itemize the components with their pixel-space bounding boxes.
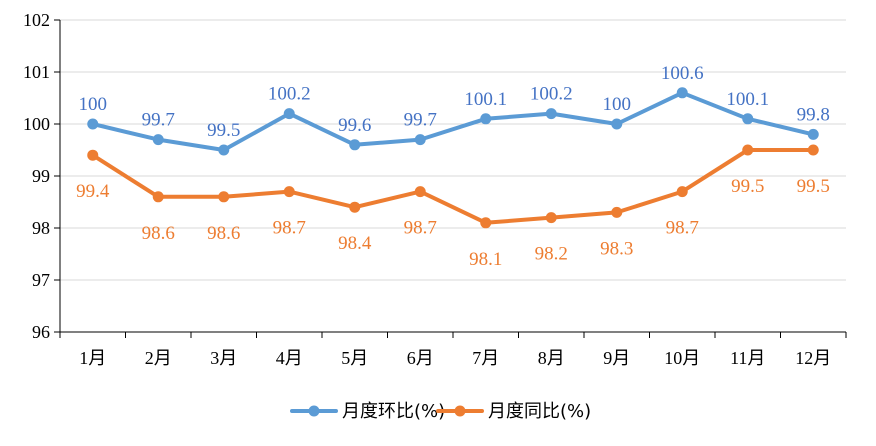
data-point — [414, 186, 426, 198]
data-point — [676, 186, 688, 198]
legend-swatch-marker — [308, 405, 320, 417]
data-point — [152, 191, 164, 203]
y-tick-label: 102 — [23, 10, 50, 30]
series-line-0 — [90, 90, 816, 152]
data-label: 98.1 — [469, 249, 502, 270]
x-tick-label: 12月 — [795, 348, 831, 368]
grid-lines — [60, 19, 846, 281]
data-label: 98.7 — [273, 218, 306, 239]
x-tick-label: 9月 — [603, 348, 630, 368]
series-line-1 — [90, 148, 816, 225]
data-point — [87, 118, 99, 130]
data-label: 99.7 — [142, 110, 175, 131]
data-labels: 100 99.7 99.5 100.2 99.6 99.7 100.1 100.2 100 100… — [76, 63, 830, 270]
data-label: 100.2 — [530, 84, 573, 105]
data-label: 98.7 — [666, 218, 699, 239]
data-label: 99.7 — [404, 110, 437, 131]
data-point — [283, 108, 295, 120]
legend-item-0: 月度环比(%) — [290, 401, 445, 422]
series-lines — [87, 87, 819, 229]
data-label: 100.2 — [268, 84, 311, 105]
data-label: 99.8 — [797, 104, 830, 125]
data-label: 99.5 — [207, 120, 240, 141]
data-label: 98.7 — [404, 218, 437, 239]
data-point — [152, 134, 164, 146]
data-label: 99.5 — [797, 176, 830, 197]
legend-item-1: 月度同比(%) — [436, 401, 591, 422]
data-label: 100.1 — [464, 89, 507, 110]
x-tick-label: 8月 — [538, 348, 565, 368]
data-point — [611, 118, 623, 130]
x-tick-label: 3月 — [210, 348, 237, 368]
x-tick-label: 4月 — [276, 348, 303, 368]
data-point — [414, 134, 426, 146]
y-tick-label: 100 — [23, 114, 50, 134]
data-label: 98.6 — [207, 223, 240, 244]
x-tick-label: 1月 — [79, 348, 106, 368]
data-point — [742, 144, 754, 156]
x-tick-label: 2月 — [145, 348, 172, 368]
data-label: 99.4 — [76, 181, 110, 202]
data-point — [283, 186, 295, 198]
data-point — [349, 139, 361, 151]
data-point — [480, 113, 492, 125]
data-label: 98.4 — [338, 233, 372, 254]
data-label: 100 — [79, 94, 108, 115]
x-tick-label: 7月 — [472, 348, 499, 368]
data-point — [742, 113, 754, 125]
axes: 96 97 98 99 100 101 102 1月 2月 3月 4月 5月 6月 7月 8月 9月 10月 11… — [23, 10, 847, 368]
legend: 月度环比(%) 月度同比(%) — [290, 401, 591, 422]
data-label: 99.6 — [338, 115, 371, 136]
x-tick-label: 11月 — [730, 348, 765, 368]
data-point — [480, 217, 492, 229]
y-tick-label: 97 — [32, 270, 50, 290]
data-point — [218, 144, 230, 156]
data-label: 99.5 — [731, 176, 764, 197]
x-tick-label: 5月 — [341, 348, 368, 368]
data-point — [611, 206, 623, 218]
x-tick-label: 6月 — [407, 348, 434, 368]
x-tick-label: 10月 — [664, 348, 700, 368]
data-point — [87, 149, 99, 161]
data-point — [676, 87, 688, 99]
data-point — [807, 144, 819, 156]
data-point — [218, 191, 230, 203]
data-label: 100.6 — [661, 63, 704, 84]
data-label: 98.6 — [142, 223, 175, 244]
y-tick-label: 99 — [32, 166, 50, 186]
y-tick-label: 96 — [32, 322, 50, 342]
y-tick-label: 101 — [23, 62, 50, 82]
legend-label: 月度同比(%) — [488, 401, 591, 422]
data-label: 100.1 — [726, 89, 769, 110]
legend-label: 月度环比(%) — [342, 401, 445, 422]
data-point — [545, 108, 557, 120]
data-label: 100 — [603, 94, 632, 115]
y-tick-label: 98 — [32, 218, 50, 238]
data-label: 98.3 — [600, 238, 633, 259]
data-label: 98.2 — [535, 244, 568, 265]
data-point — [545, 212, 557, 224]
data-point — [807, 128, 819, 140]
legend-swatch-marker — [454, 405, 466, 417]
data-point — [349, 201, 361, 213]
